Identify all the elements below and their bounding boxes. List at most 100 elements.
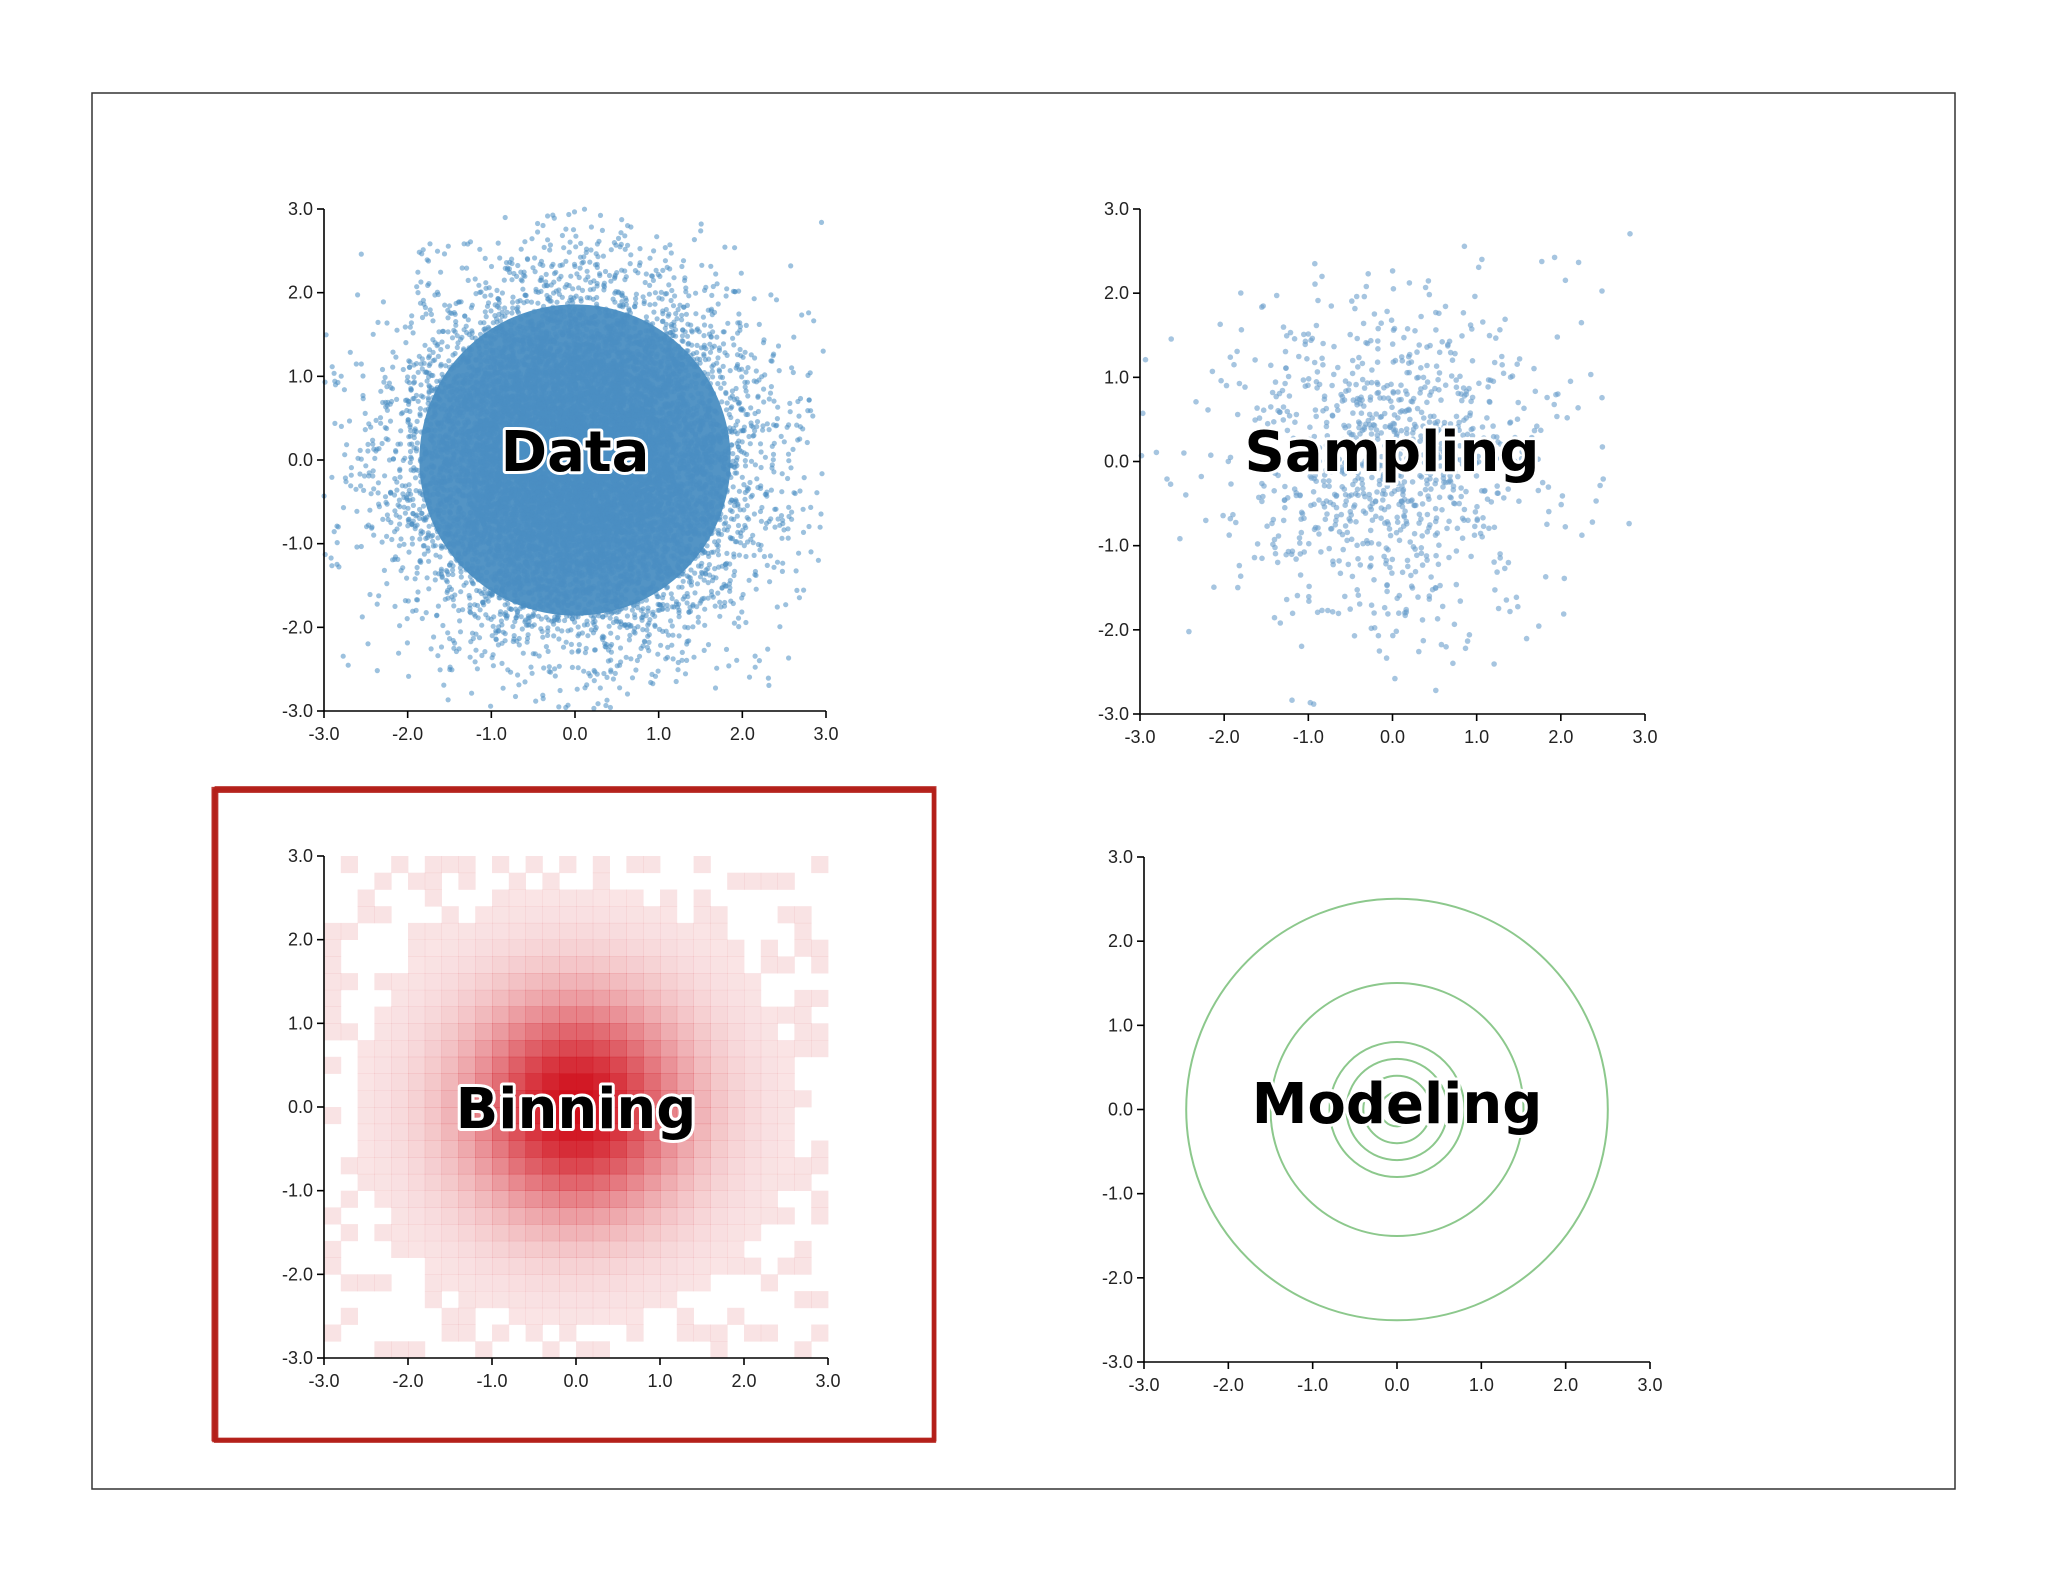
data-point	[505, 601, 511, 607]
data-point	[818, 511, 824, 517]
data-point	[546, 664, 552, 670]
data-point	[533, 698, 539, 704]
data-point	[764, 562, 770, 569]
data-point	[551, 270, 558, 277]
data-point	[371, 486, 377, 492]
data-point	[752, 664, 758, 670]
data-point	[458, 569, 464, 575]
data-point	[430, 318, 436, 324]
data-point	[717, 613, 723, 619]
data-point	[728, 598, 734, 604]
data-point	[473, 291, 479, 297]
data-point	[658, 642, 664, 648]
data-point	[374, 668, 380, 674]
data-point	[406, 380, 412, 386]
data-point	[779, 535, 785, 541]
data-point	[744, 503, 750, 509]
data-point	[819, 471, 825, 477]
data-point	[394, 487, 400, 493]
data-point	[720, 363, 726, 369]
data-point	[715, 355, 721, 361]
data-point	[735, 529, 741, 535]
data-point	[509, 277, 515, 283]
data-point	[554, 299, 560, 305]
data-point	[467, 654, 473, 660]
data-point	[652, 290, 659, 296]
data-point	[684, 333, 691, 339]
data-point	[599, 227, 606, 233]
data-point	[595, 701, 601, 707]
data-point	[742, 522, 748, 529]
data-point	[414, 570, 420, 576]
data-point	[645, 605, 651, 611]
data-point	[597, 685, 603, 691]
data-point	[744, 379, 751, 385]
data-point	[379, 440, 385, 447]
data-point	[671, 275, 677, 281]
data-point	[394, 396, 400, 402]
data-point	[437, 426, 443, 432]
data-point	[427, 241, 433, 247]
data-point	[810, 413, 816, 419]
data-point	[735, 503, 741, 509]
data-point	[694, 581, 701, 587]
data-point	[322, 379, 328, 385]
data-point	[404, 640, 410, 646]
data-point	[676, 633, 682, 639]
data-point	[514, 273, 520, 279]
data-point	[488, 263, 495, 270]
data-point	[709, 368, 715, 374]
data-point	[402, 324, 408, 330]
data-point	[666, 282, 672, 288]
data-point	[551, 633, 557, 639]
data-point	[669, 595, 675, 602]
data-point	[458, 589, 464, 595]
data-point	[744, 488, 750, 494]
data-point	[520, 650, 526, 656]
data-point	[662, 245, 668, 251]
data-point	[767, 579, 773, 585]
data-point	[570, 286, 576, 292]
data-point	[746, 433, 752, 440]
data-point	[422, 342, 428, 348]
data-point	[384, 320, 390, 326]
data-point	[469, 630, 476, 636]
data-point	[363, 463, 369, 469]
data-point	[639, 585, 646, 591]
data-point	[790, 446, 796, 452]
data-point	[806, 310, 812, 316]
data-point	[380, 299, 386, 305]
data-point	[775, 404, 781, 410]
data-point	[591, 278, 597, 284]
data-point	[405, 374, 411, 380]
data-point	[776, 368, 782, 374]
data-point	[799, 312, 805, 318]
data-point	[652, 301, 658, 307]
data-point	[541, 244, 547, 250]
data-point	[628, 656, 634, 662]
data-point	[684, 657, 690, 664]
data-point	[724, 433, 730, 440]
data-point	[736, 311, 742, 317]
data-point	[428, 311, 434, 317]
data-point	[415, 369, 421, 375]
data-point	[800, 506, 806, 512]
data-point	[815, 557, 822, 563]
data-point	[701, 333, 707, 339]
data-point	[573, 543, 580, 549]
data-point	[771, 564, 777, 570]
data-point	[482, 255, 488, 261]
data-point	[724, 286, 730, 292]
data-point	[584, 295, 590, 301]
data-point	[441, 682, 447, 688]
data-point	[426, 586, 432, 592]
data-point	[793, 568, 799, 574]
data-point	[610, 296, 616, 302]
data-point	[629, 675, 636, 681]
data-point	[690, 624, 696, 630]
data-point	[726, 663, 732, 669]
data-point	[669, 287, 675, 294]
data-point	[457, 629, 464, 635]
data-point	[705, 371, 711, 377]
